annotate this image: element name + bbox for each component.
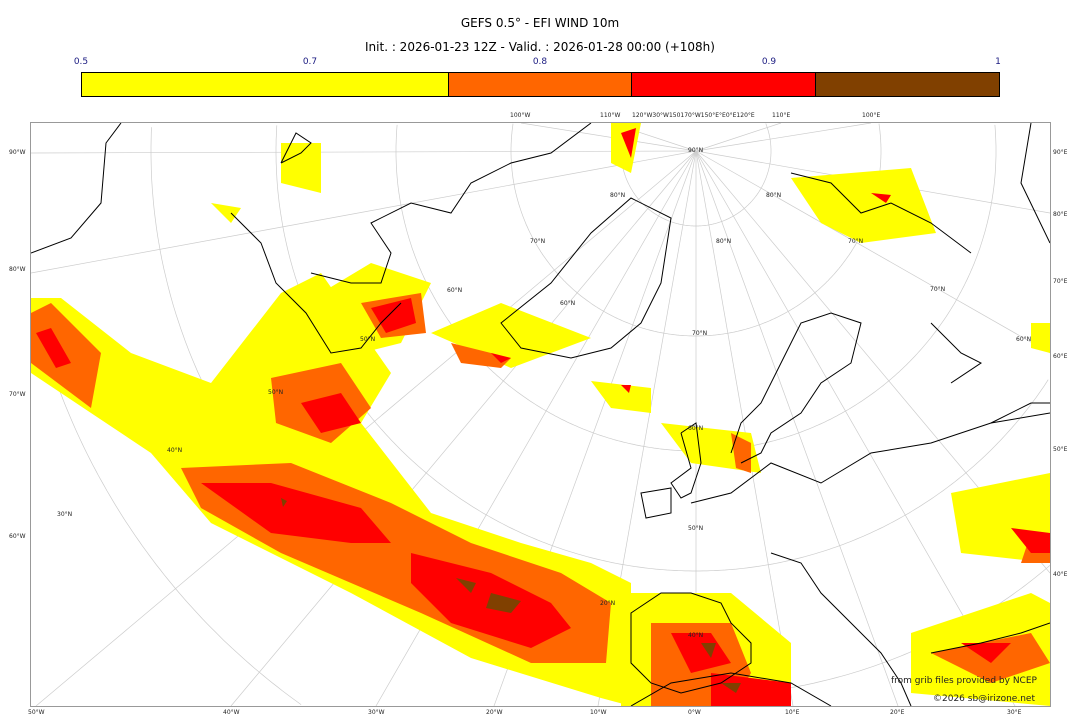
lat-label: 50°N [360,336,376,343]
lat-label: 80°N [610,192,626,199]
bottom-label: 0°W [688,709,701,716]
lat-label: 90°N [688,147,704,154]
lat-label: 20°N [600,600,616,607]
top-label: 120°W30°W150170°W150°E°E0°E120°E [632,112,755,119]
efi-area-0.7 [31,293,1050,706]
left-label: 60°W [9,533,26,540]
lat-label: 40°N [688,632,704,639]
lat-label: 80°N [766,192,782,199]
right-label: 50°E [1053,446,1068,453]
lat-label: 70°N [930,286,946,293]
credit-copyright: ©2026 sb@irizone.net [933,694,1035,704]
chart-subtitle: Init. : 2026-01-23 12Z - Valid. : 2026-0… [365,40,715,54]
bottom-label: 20°W [486,709,503,716]
colorbar-bin [82,73,449,96]
lat-label: 60°N [688,425,704,432]
latitude-circle [765,123,772,151]
colorbar-tick: 0.8 [532,57,548,67]
colorbar [81,72,1000,97]
lat-label: 60°N [560,300,576,307]
bottom-label: 40°W [223,709,240,716]
latitude-circle [994,124,997,151]
right-label: 60°E [1053,353,1068,360]
bottom-label: 10°E [785,709,800,716]
top-label: 100°E [862,112,881,119]
bottom-label: 10°W [590,709,607,716]
efi-field [31,123,1050,706]
lat-label: 60°N [447,287,463,294]
bottom-label: 20°E [890,709,905,716]
bottom-label: 30°W [368,709,385,716]
bottom-label: 50°W [28,709,45,716]
right-label: 80°E [1053,211,1068,218]
latitude-circle [878,123,882,151]
lat-label: 60°N [1016,336,1032,343]
left-label: 80°W [9,266,26,273]
left-label: 70°W [9,391,26,398]
lat-label: 80°N [716,238,732,245]
lat-label: 70°N [530,238,546,245]
map: from grib files provided by NCEP ©2026 s… [30,122,1051,707]
map-canvas [31,123,1050,706]
latitude-circle [510,123,882,337]
chart-title: GEFS 0.5° - EFI WIND 10m [460,16,620,30]
coastlines [31,123,1050,706]
lat-label: 70°N [692,330,708,337]
colorbar-bin [816,73,999,96]
efi-area-0.5 [31,123,1050,706]
colorbar-bin [632,73,817,96]
colorbar-bin [448,73,633,96]
colorbar-tick: 0.5 [73,57,89,67]
right-label: 90°E [1053,149,1068,156]
colorbar-tick: 1 [995,57,1001,67]
right-label: 70°E [1053,278,1068,285]
bottom-label: 30°E [1007,709,1022,716]
right-label: 40°E [1053,571,1068,578]
credit-source: from grib files provided by NCEP [891,676,1037,686]
top-label: 110°W [600,112,621,119]
colorbar-tick: 0.9 [761,57,777,67]
lat-label: 30°N [57,511,73,518]
top-label: 110°E [772,112,791,119]
lat-label: 70°N [848,238,864,245]
lat-label: 50°N [268,389,284,396]
colorbar-tick: 0.7 [302,57,318,67]
lat-label: 40°N [167,447,183,454]
lat-label: 50°N [688,525,704,532]
left-label: 90°W [9,149,26,156]
top-label: 100°W [510,112,531,119]
